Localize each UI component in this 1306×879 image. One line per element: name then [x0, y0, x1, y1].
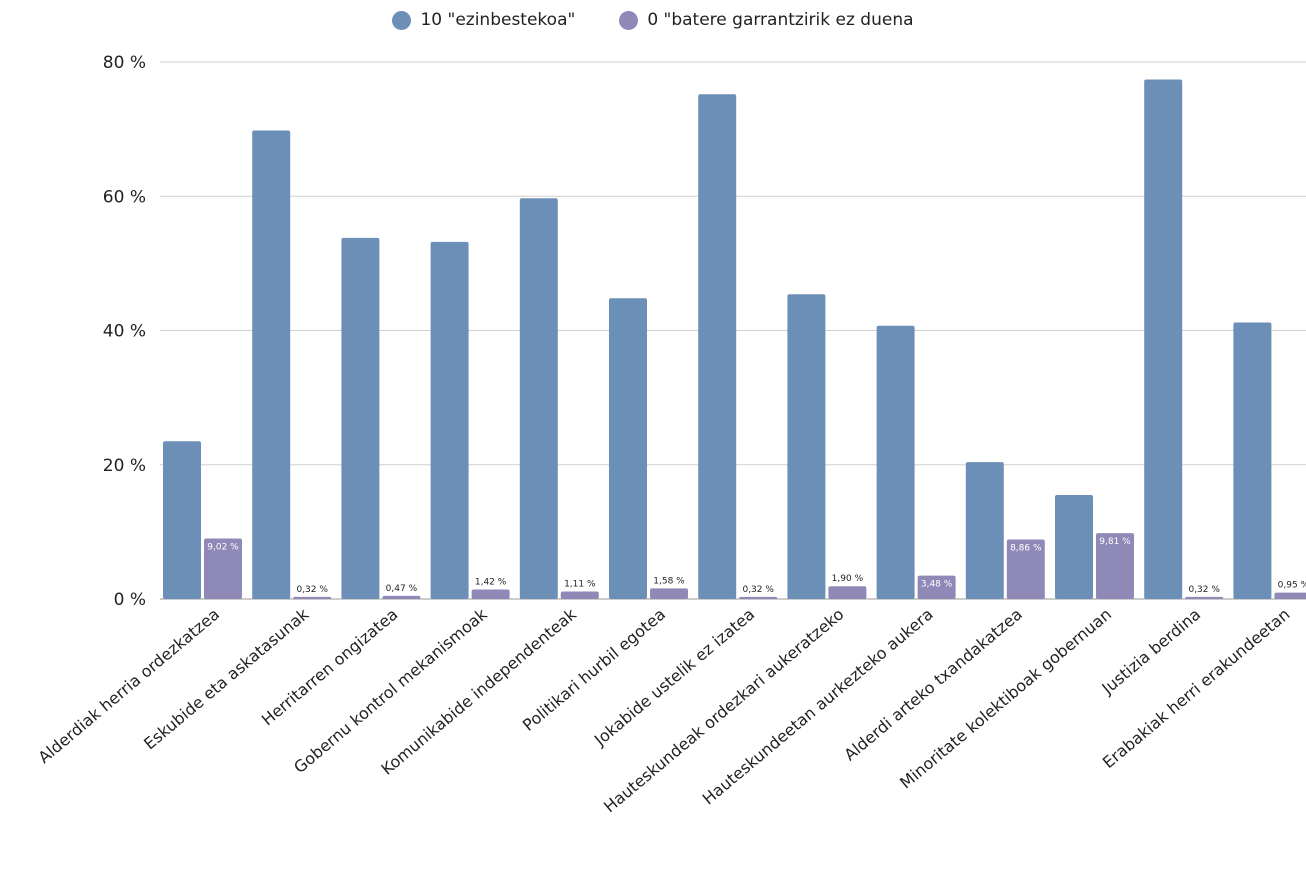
bar-series-2 — [293, 596, 332, 599]
data-label: 1,58 % — [653, 576, 685, 586]
legend-swatch-series-2 — [619, 10, 639, 30]
data-label: 1,42 % — [475, 577, 507, 587]
y-tick-label: 80 % — [103, 53, 146, 73]
bar-series-1 — [876, 325, 915, 599]
bar-series-1 — [163, 441, 201, 599]
x-tick-label: Jokabide ustelik ez izatea — [590, 605, 758, 751]
bar-series-2 — [917, 575, 956, 599]
bar-series-2 — [204, 538, 242, 599]
x-tick-label: Erabakiak herri erakundeetan — [1099, 605, 1294, 773]
data-label: 0,95 % — [1278, 581, 1306, 591]
x-tick-label: Politikari hurbil egotea — [519, 605, 669, 735]
bar-series-2 — [1185, 596, 1224, 599]
x-tick-label: Alderdi arteko txandakatzea — [840, 605, 1025, 765]
data-label: 0,32 % — [1188, 585, 1220, 595]
bar-series-1 — [519, 198, 558, 600]
bar-series-1 — [698, 94, 737, 599]
x-tick-label: Eskubide eta askatasunak — [140, 604, 313, 753]
bar-series-2 — [382, 595, 421, 599]
data-label: 1,11 % — [564, 580, 596, 590]
legend-swatch-series-1 — [392, 10, 412, 30]
x-tick-label: Alderdiak herria ordezkatzea — [34, 605, 223, 768]
bar-series-2 — [560, 591, 599, 599]
data-label: 9,81 % — [1099, 537, 1131, 547]
bar-series-2 — [471, 589, 510, 599]
legend-label-series-2: 0 "batere garrantzirik ez duena — [647, 10, 914, 30]
data-label: 3,48 % — [921, 580, 953, 590]
bar-series-2 — [1006, 539, 1045, 599]
data-label: 0,47 % — [386, 584, 418, 594]
bar-series-1 — [1055, 494, 1093, 599]
bar-series-1 — [252, 130, 291, 599]
x-tick-label: Gobernu kontrol mekanismoak — [290, 604, 491, 777]
bar-series-2 — [650, 588, 688, 599]
bar-series-2 — [739, 596, 778, 599]
bar-series-1 — [609, 298, 647, 599]
bar-series-2 — [1274, 592, 1306, 599]
y-tick-label: 60 % — [103, 187, 146, 207]
x-tick-label: Komunikabide independenteak — [377, 604, 580, 779]
bar-series-1 — [341, 237, 380, 599]
legend-item-series-1: 10 "ezinbestekoa" — [392, 10, 575, 30]
bar-series-1 — [787, 294, 826, 599]
bar-series-1 — [1144, 79, 1183, 599]
chart-legend: 10 "ezinbestekoa" 0 "batere garrantzirik… — [0, 10, 1306, 30]
bar-series-1 — [965, 462, 1004, 599]
bar-series-2 — [828, 586, 867, 599]
bar-series-1 — [1233, 322, 1272, 599]
y-tick-label: 20 % — [103, 456, 146, 476]
data-label: 0,32 % — [742, 585, 774, 595]
data-label: 0,32 % — [296, 585, 328, 595]
legend-item-series-2: 0 "batere garrantzirik ez duena — [619, 10, 914, 30]
data-label: 8,86 % — [1010, 544, 1042, 554]
y-tick-label: 40 % — [103, 322, 146, 342]
legend-label-series-1: 10 "ezinbestekoa" — [420, 10, 576, 30]
bar-series-1 — [430, 241, 469, 599]
y-tick-label: 0 % — [114, 590, 146, 610]
data-label: 9,02 % — [207, 542, 239, 552]
bar-series-2 — [1096, 533, 1134, 599]
data-label: 1,90 % — [832, 574, 864, 584]
